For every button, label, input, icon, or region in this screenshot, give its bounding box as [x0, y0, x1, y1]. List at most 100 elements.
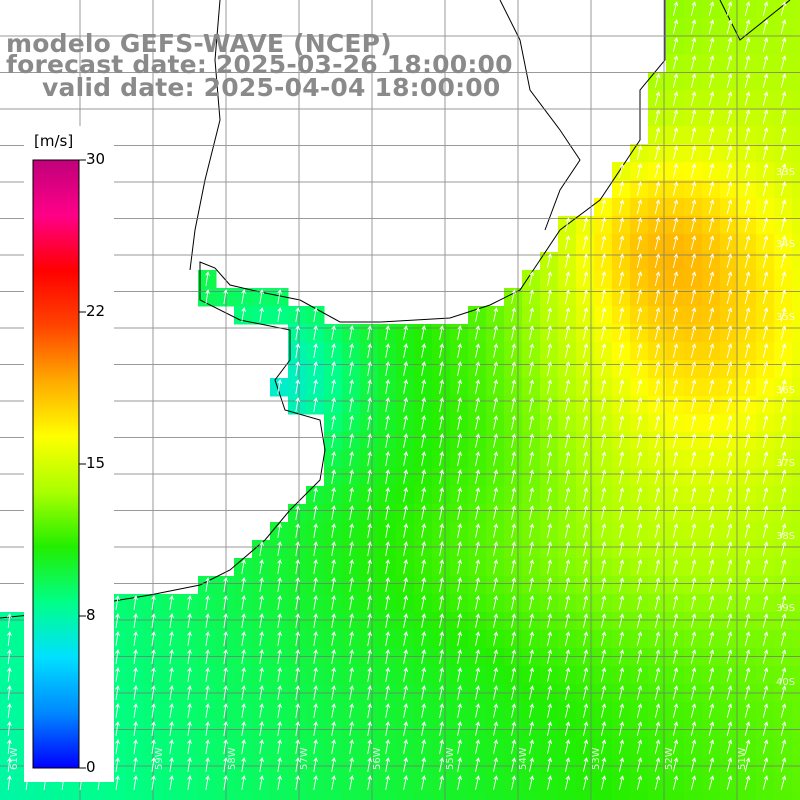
wind-cell: [792, 198, 800, 217]
wind-arrow: [690, 613, 697, 628]
wind-arrow: [349, 379, 354, 394]
wind-arrow: [277, 613, 282, 628]
wind-arrow: [744, 145, 751, 160]
wind-arrow: [708, 343, 715, 358]
colorbar-tick-15: 15: [86, 454, 106, 472]
wind-cell: [594, 792, 613, 800]
wind-arrow: [672, 37, 679, 52]
wind-arrow: [475, 541, 481, 556]
wind-arrow: [403, 397, 409, 412]
wind-arrow: [475, 307, 481, 322]
wind-arrow: [636, 271, 643, 286]
wind-arrow: [277, 703, 282, 718]
wind-arrow: [726, 55, 733, 70]
wind-arrow: [439, 505, 445, 520]
wind-arrow: [636, 325, 643, 340]
wind-arrow: [421, 505, 427, 520]
wind-arrow: [367, 613, 372, 628]
wind-arrow: [349, 739, 354, 754]
wind-arrow: [403, 433, 409, 448]
wind-arrow: [529, 775, 535, 790]
wind-arrow: [511, 667, 517, 682]
wind-arrow: [690, 523, 697, 538]
wind-arrow: [187, 739, 192, 754]
wind-arrow: [133, 739, 138, 754]
wind-arrow: [403, 595, 409, 610]
wind-arrow: [762, 253, 769, 268]
wind-arrow: [744, 433, 751, 448]
wind-arrow: [744, 667, 751, 682]
wind-arrow: [493, 685, 499, 700]
wind-arrow: [618, 415, 625, 430]
wind-arrow: [295, 703, 300, 718]
wind-arrow: [618, 523, 625, 538]
wind-arrow: [223, 289, 228, 304]
wind-arrow: [618, 577, 625, 592]
wind-arrow: [331, 361, 336, 376]
wind-arrow: [367, 325, 372, 340]
wind-arrow: [223, 757, 228, 772]
wind-arrow: [600, 649, 607, 664]
wind-arrow: [403, 541, 409, 556]
wind-cell: [576, 792, 595, 800]
wind-arrow: [439, 433, 445, 448]
wind-arrow: [457, 325, 463, 340]
wind-cell: [666, 792, 685, 800]
wind-arrow: [744, 163, 751, 178]
wind-arrow: [295, 523, 300, 538]
wind-arrow: [403, 739, 409, 754]
wind-arrow: [780, 343, 787, 358]
wind-arrow: [726, 361, 733, 376]
wind-arrow: [672, 19, 679, 34]
wind-arrow: [421, 397, 427, 412]
wind-arrow: [223, 613, 228, 628]
wind-arrow: [708, 685, 715, 700]
wind-arrow: [708, 361, 715, 376]
wind-arrow: [529, 505, 535, 520]
wind-arrow: [726, 505, 733, 520]
wind-arrow: [762, 559, 769, 574]
wind-cell: [612, 792, 631, 800]
lon-label-59w: 59W: [154, 747, 165, 770]
wind-arrow: [529, 487, 535, 502]
wind-arrow: [421, 559, 427, 574]
wind-arrow: [349, 523, 354, 538]
wind-arrow: [493, 397, 499, 412]
wind-arrow: [475, 487, 481, 502]
wind-arrow: [151, 685, 156, 700]
wind-arrow: [421, 667, 427, 682]
wind-arrow: [385, 685, 391, 700]
wind-arrow: [672, 361, 679, 376]
lon-label-61w: 61W: [9, 747, 20, 770]
wind-arrow: [367, 343, 372, 358]
lon-label-53w: 53W: [591, 747, 602, 770]
wind-arrow: [187, 775, 192, 790]
wind-cell: [558, 792, 577, 800]
wind-arrow: [780, 1, 787, 16]
wind-arrow: [744, 685, 751, 700]
wind-arrow: [115, 703, 120, 718]
wind-arrow: [439, 541, 445, 556]
wind-arrow: [618, 307, 625, 322]
wind-arrow: [762, 685, 769, 700]
wind-arrow: [762, 433, 769, 448]
wind-arrow: [511, 721, 517, 736]
wind-arrow: [529, 703, 535, 718]
wind-cell: [396, 792, 415, 800]
wind-arrow: [223, 667, 228, 682]
wind-arrow: [780, 361, 787, 376]
wind-cell: [288, 792, 307, 800]
wind-arrow: [582, 289, 589, 304]
wind-arrow: [654, 505, 661, 520]
wind-arrow: [259, 667, 264, 682]
wind-arrow: [600, 541, 607, 556]
wind-arrow: [780, 91, 787, 106]
wind-cell: [792, 378, 800, 397]
wind-arrow: [726, 451, 733, 466]
wind-arrow: [331, 541, 336, 556]
wind-arrow: [547, 289, 553, 304]
wind-arrow: [708, 19, 715, 34]
wind-arrow: [421, 703, 427, 718]
wind-arrow: [744, 109, 751, 124]
wind-arrow: [259, 541, 264, 556]
